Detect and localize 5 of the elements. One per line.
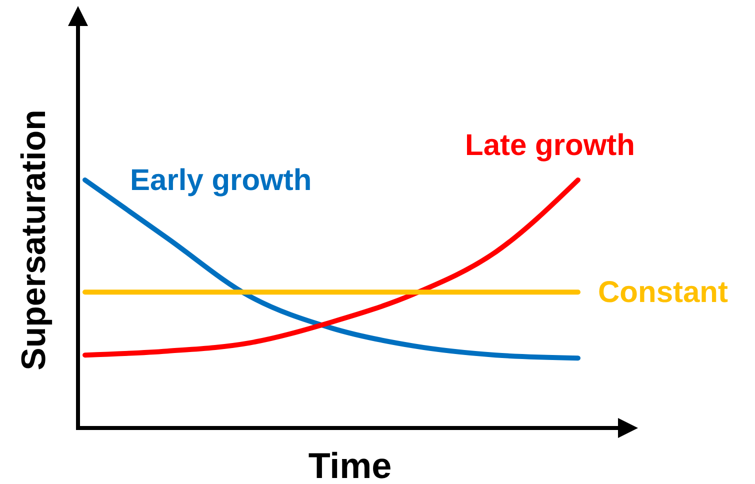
- series-label: Early growth: [130, 164, 312, 197]
- series-label: Constant: [598, 276, 728, 310]
- y-axis-title: Supersaturation: [15, 110, 53, 370]
- x-axis-title: Time: [308, 445, 392, 484]
- series-label: Late growth: [465, 129, 635, 162]
